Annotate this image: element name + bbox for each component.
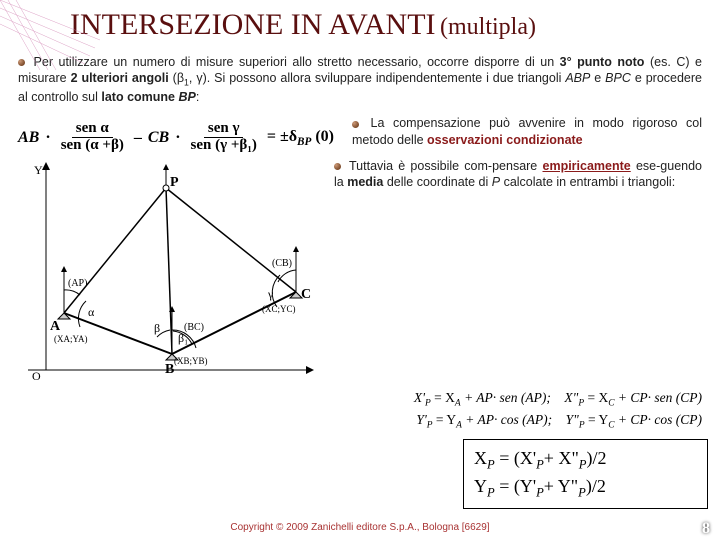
c-x1b: = X bbox=[431, 390, 455, 405]
fxplus: + X" bbox=[544, 448, 579, 468]
coordinate-equations: X'P = XA + AP· sen (AP); X"P = XC + CP· … bbox=[0, 387, 720, 435]
lbl-AP: (AP) bbox=[68, 278, 87, 289]
side-text-2: Tuttavia è possibile com-pensare empiric… bbox=[334, 158, 702, 383]
main-equation: AB · sen α sen (α +β) – CB · sen γ sen (… bbox=[18, 115, 334, 154]
fyplus: + Y" bbox=[544, 476, 578, 496]
fyp1: P bbox=[536, 486, 544, 500]
eq-zero: (0) bbox=[311, 128, 334, 145]
lbl-alpha: α bbox=[88, 305, 95, 319]
s2-emp: empiricamente bbox=[543, 159, 631, 173]
bullet-icon bbox=[334, 163, 341, 170]
eq-cb: CB bbox=[148, 129, 169, 147]
right-column: Tuttavia è possibile com-pensare empiric… bbox=[334, 158, 702, 383]
p1-i1: ABP bbox=[565, 71, 590, 85]
final-result-box: XP = (X'P+ X"P)/2 YP = (Y'P+ Y"P)/2 bbox=[463, 439, 708, 509]
s2-t4: calcolate in entrambi i triangoli: bbox=[500, 175, 675, 189]
lbl-XBYB: (XB;YB) bbox=[174, 356, 208, 366]
lbl-beta: β bbox=[154, 321, 160, 335]
lbl-beta1: β₁ bbox=[178, 331, 188, 345]
s2-b1: media bbox=[347, 175, 383, 189]
page-number: 8 bbox=[702, 520, 710, 538]
p1-t3: (β bbox=[169, 71, 184, 85]
c-x2a: X" bbox=[564, 390, 578, 405]
eq-dot1: · bbox=[45, 129, 50, 147]
p1-i3: BP bbox=[178, 90, 195, 104]
p1-b3: lato comune bbox=[101, 90, 178, 104]
slide-subtitle: (multipla) bbox=[440, 14, 536, 40]
eq-num1: sen α bbox=[72, 121, 113, 138]
side-text-1: La compensazione può avvenire in modo ri… bbox=[352, 115, 702, 148]
c-y2a: Y" bbox=[566, 412, 579, 427]
geometry-diagram: Y O A B C P (AP) (BC) bbox=[18, 158, 318, 383]
fy: Y bbox=[474, 476, 487, 496]
p1-t4: , γ). Si possono allora sviluppare indip… bbox=[189, 71, 565, 85]
eq-minus: – bbox=[134, 129, 142, 147]
eq-den1: sen (α +β) bbox=[57, 138, 128, 154]
mid-row: Y O A B C P (AP) (BC) bbox=[0, 156, 720, 383]
fyeq: = (Y' bbox=[495, 476, 536, 496]
footer-copyright: Copyright © 2009 Zanichelli editore S.p.… bbox=[0, 522, 720, 540]
fxp1: P bbox=[536, 457, 544, 471]
lbl-C: C bbox=[301, 287, 311, 302]
p1-b2: 2 ulteriori angoli bbox=[71, 71, 169, 85]
eq-eq: = ±δ bbox=[267, 128, 297, 145]
lbl-XAYA: (XA;YA) bbox=[54, 334, 88, 344]
c-x1c: + AP· sen (AP); bbox=[461, 390, 551, 405]
lbl-XCYC: (XC;YC) bbox=[262, 304, 296, 314]
s2-t3: delle coordinate di bbox=[383, 175, 491, 189]
equation-row: AB · sen α sen (α +β) – CB · sen γ sen (… bbox=[0, 111, 720, 158]
fyhalf: )/2 bbox=[586, 476, 606, 496]
lbl-O: O bbox=[32, 369, 41, 383]
eq-bpsub: BP bbox=[297, 136, 311, 148]
p1-t7: : bbox=[196, 90, 199, 104]
eq-num2: sen γ bbox=[204, 121, 244, 138]
eq-dot2: · bbox=[175, 129, 180, 147]
p1-t5: e bbox=[590, 71, 605, 85]
c-y1b: = Y bbox=[433, 412, 457, 427]
fxeq: = (X' bbox=[495, 448, 536, 468]
eq-den2: sen (γ +β₁) bbox=[187, 138, 261, 154]
s2-t1: Tuttavia è possibile com-pensare bbox=[349, 159, 542, 173]
lbl-gamma: γ bbox=[267, 287, 274, 301]
c-y1a: Y' bbox=[416, 412, 426, 427]
lbl-B: B bbox=[165, 362, 174, 377]
fx: X bbox=[474, 448, 487, 468]
eq-frac2: sen γ sen (γ +β₁) bbox=[187, 121, 261, 154]
lbl-A: A bbox=[50, 319, 61, 334]
c-y2d: + CP· cos (CP) bbox=[615, 412, 702, 427]
slide-title: INTERSEZIONE IN AVANTI bbox=[70, 8, 436, 41]
c-y2b: = Y bbox=[585, 412, 609, 427]
eq-ab: AB bbox=[18, 129, 39, 147]
c-y1c: + AP· cos (AP); bbox=[462, 412, 552, 427]
lbl-Y: Y bbox=[34, 163, 43, 177]
s1-obs: osservazioni condizionate bbox=[427, 133, 583, 147]
fyp: P bbox=[487, 486, 495, 500]
corner-decoration bbox=[0, 0, 120, 70]
fxp2: P bbox=[579, 457, 587, 471]
fyp2: P bbox=[578, 486, 586, 500]
eq-frac1: sen α sen (α +β) bbox=[57, 121, 128, 154]
c-x2b: = X bbox=[584, 390, 608, 405]
lbl-CB: (CB) bbox=[272, 258, 292, 269]
p1-i2: BPC bbox=[605, 71, 631, 85]
c-x2d: + CP· sen (CP) bbox=[615, 390, 702, 405]
fxp: P bbox=[487, 457, 495, 471]
fxhalf: )/2 bbox=[587, 448, 607, 468]
c-x1a: X' bbox=[414, 390, 425, 405]
eq-rhs: = ±δBP (0) bbox=[267, 128, 334, 148]
bullet-icon bbox=[352, 121, 359, 128]
s2-i1: P bbox=[492, 175, 500, 189]
p1-b1: 3° punto noto bbox=[560, 55, 645, 69]
lbl-P: P bbox=[170, 175, 179, 190]
